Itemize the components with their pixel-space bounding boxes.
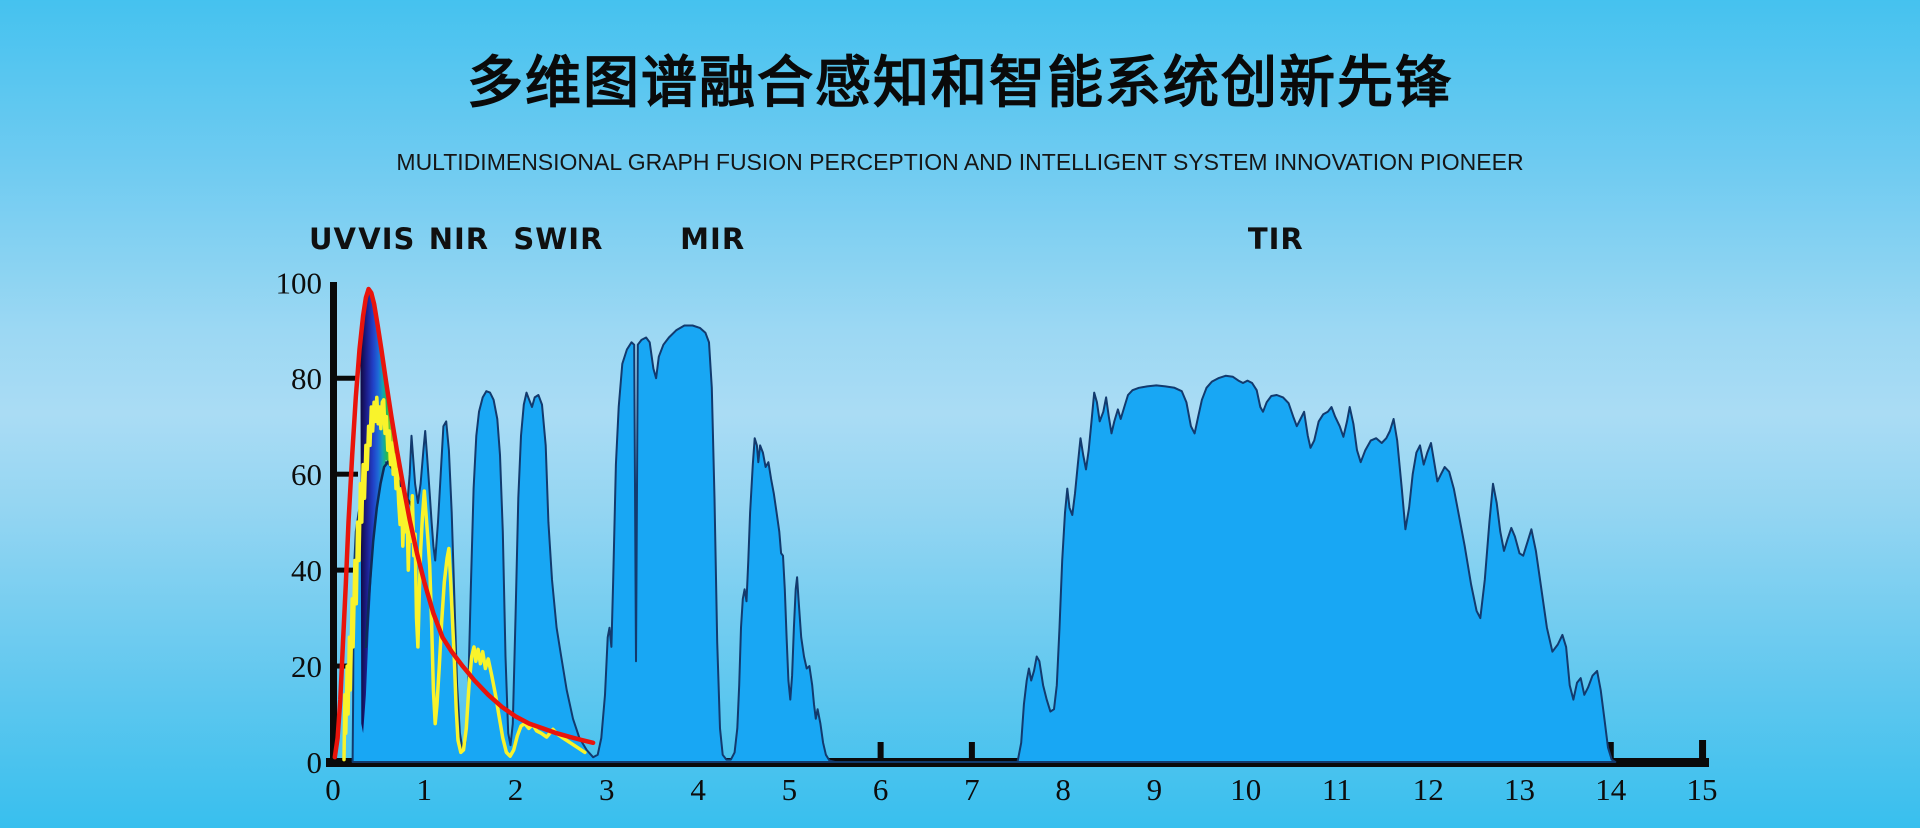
y-tick-label: 0 bbox=[307, 745, 323, 780]
band-label-nir: NIR bbox=[428, 222, 490, 256]
y-tick bbox=[337, 375, 358, 381]
x-tick-label: 13 bbox=[1504, 772, 1535, 807]
x-tick-label: 7 bbox=[964, 772, 980, 807]
band-label-tir: TIR bbox=[1247, 222, 1304, 256]
band-label-uv: UV bbox=[309, 222, 357, 256]
band-label-mir: MIR bbox=[680, 222, 746, 256]
x-tick-label: 4 bbox=[690, 772, 706, 807]
y-tick-label: 20 bbox=[291, 649, 322, 684]
solar-irradiance-curve bbox=[342, 395, 587, 762]
page-title: 多维图谱融合感知和智能系统创新先锋 bbox=[467, 51, 1453, 116]
blackbody-envelope-curve bbox=[332, 286, 596, 760]
x-tick-label: 2 bbox=[508, 772, 524, 807]
y-tick-label: 100 bbox=[276, 265, 323, 300]
x-tick bbox=[877, 742, 884, 759]
x-tick-label: 6 bbox=[873, 772, 889, 807]
y-tick-label: 40 bbox=[291, 553, 322, 588]
page-subtitle: MULTIDIMENSIONAL GRAPH FUSION PERCEPTION… bbox=[396, 149, 1524, 175]
x-tick bbox=[1607, 742, 1614, 759]
x-tick-label: 3 bbox=[599, 772, 615, 807]
x-tick bbox=[968, 742, 975, 759]
x-tick-label: 1 bbox=[417, 772, 433, 807]
x-tick bbox=[1699, 740, 1707, 760]
x-tick-label: 10 bbox=[1230, 772, 1261, 807]
y-tick-label: 80 bbox=[291, 361, 322, 396]
y-axis-line bbox=[330, 282, 337, 767]
band-label-vis: VIS bbox=[358, 222, 416, 256]
y-tick-label: 60 bbox=[291, 457, 322, 492]
band-label-swir: SWIR bbox=[513, 222, 604, 256]
x-tick-label: 15 bbox=[1687, 772, 1718, 807]
x-tick-label: 14 bbox=[1595, 772, 1627, 807]
x-tick-label: 9 bbox=[1147, 772, 1163, 807]
y-tick bbox=[337, 471, 358, 477]
transmission-area bbox=[351, 324, 1617, 763]
x-tick-label: 8 bbox=[1055, 772, 1071, 807]
x-tick-label: 5 bbox=[782, 772, 798, 807]
x-tick-label: 11 bbox=[1322, 772, 1352, 807]
x-tick-label: 12 bbox=[1413, 772, 1444, 807]
x-tick-label: 0 bbox=[325, 772, 341, 807]
visible-spectrum-rainbow bbox=[360, 289, 414, 734]
